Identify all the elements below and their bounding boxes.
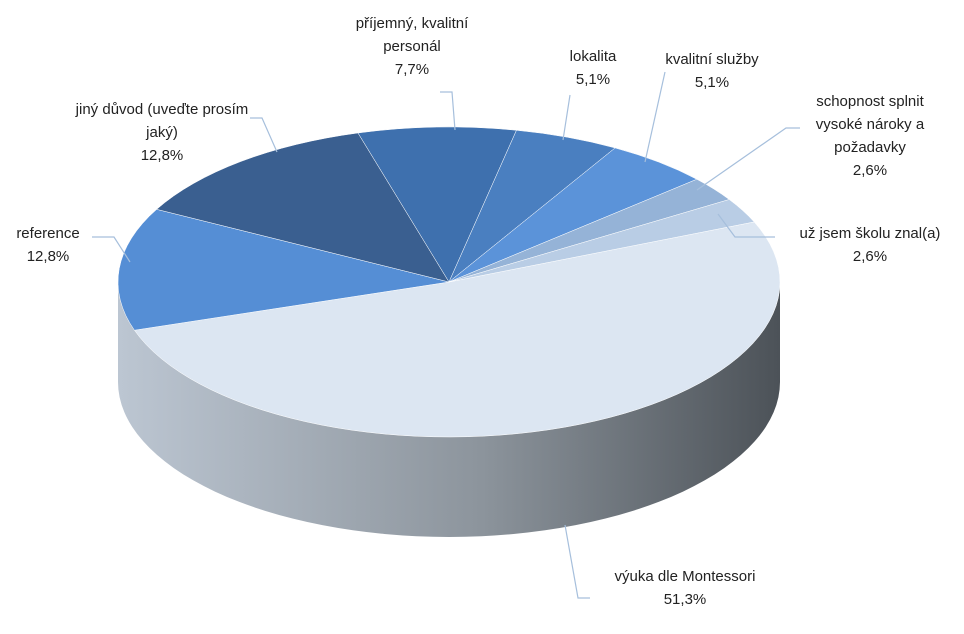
category-label: příjemný, kvalitní personál bbox=[355, 15, 469, 55]
value-label: 51,3% bbox=[663, 591, 707, 608]
data-label: lokalita 5,1% bbox=[543, 45, 643, 91]
value-label: 5,1% bbox=[575, 71, 611, 88]
category-label: už jsem školu znal(a) bbox=[799, 225, 941, 242]
leader-line bbox=[564, 524, 590, 599]
data-label: výuka dle Montessori 51,3% bbox=[575, 565, 795, 611]
value-label: 12,8% bbox=[26, 248, 70, 265]
leader-line bbox=[92, 236, 131, 263]
value-label: 2,6% bbox=[852, 248, 888, 265]
leader-line bbox=[562, 94, 571, 141]
pie-slice bbox=[117, 209, 450, 331]
leader-line bbox=[440, 91, 456, 131]
pie-slice bbox=[156, 132, 450, 283]
value-label: 7,7% bbox=[394, 61, 430, 78]
pie-slice bbox=[133, 221, 781, 438]
data-label: kvalitní služby 5,1% bbox=[652, 48, 772, 94]
leader-line bbox=[250, 117, 278, 153]
value-label: 12,8% bbox=[140, 147, 184, 164]
data-label: schopnost splnit vysoké nároky a požadav… bbox=[795, 90, 945, 182]
value-label: 2,6% bbox=[852, 162, 888, 179]
category-label: jiný důvod (uveďte prosím jaký) bbox=[75, 101, 249, 141]
pie-slice bbox=[357, 126, 517, 283]
leader-line bbox=[696, 127, 800, 191]
data-label: reference 12,8% bbox=[0, 222, 96, 268]
category-label: reference bbox=[16, 225, 80, 242]
pie-slice bbox=[448, 199, 755, 283]
data-label: příjemný, kvalitní personál 7,7% bbox=[332, 12, 492, 81]
data-label: už jsem školu znal(a) 2,6% bbox=[775, 222, 964, 268]
category-label: kvalitní služby bbox=[665, 51, 759, 68]
category-label: schopnost splnit vysoké nároky a požadav… bbox=[815, 93, 925, 156]
category-label: výuka dle Montessori bbox=[614, 568, 756, 585]
data-label: jiný důvod (uveďte prosím jaký) 12,8% bbox=[67, 98, 257, 167]
leader-line bbox=[644, 71, 666, 163]
pie-side bbox=[118, 282, 780, 537]
value-label: 5,1% bbox=[694, 74, 730, 91]
category-label: lokalita bbox=[569, 48, 617, 65]
leader-line bbox=[717, 213, 775, 238]
